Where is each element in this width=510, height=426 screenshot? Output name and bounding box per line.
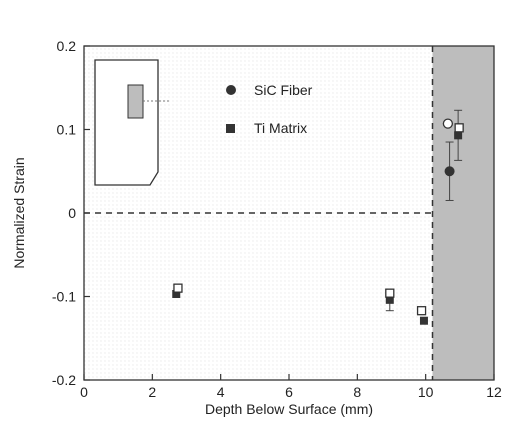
point-open-square xyxy=(454,123,464,133)
point-open-circle xyxy=(442,118,454,129)
y-tick-label: 0.1 xyxy=(57,122,77,138)
legend-label-sic-fiber: SiC Fiber xyxy=(254,82,313,98)
point-circle xyxy=(444,166,455,177)
axis-ticks: 0 2 4 6 8 10 12 -0.2 -0.1 0 0.1 0.2 xyxy=(52,38,502,400)
legend-marker-ti-matrix xyxy=(226,124,235,133)
point-square xyxy=(385,295,394,304)
y-tick-label: 0.2 xyxy=(57,38,77,54)
x-tick-label: 10 xyxy=(418,384,434,400)
point-open-square xyxy=(173,283,183,293)
x-tick-label: 12 xyxy=(486,384,502,400)
x-tick-label: 4 xyxy=(217,384,225,400)
point-open-square xyxy=(416,306,427,316)
y-tick-label: -0.1 xyxy=(52,289,76,305)
legend-marker-sic-fiber xyxy=(226,85,236,95)
y-tick-label: -0.2 xyxy=(52,372,76,388)
legend-label-ti-matrix: Ti Matrix xyxy=(254,120,307,136)
specimen-cross-section-icon xyxy=(94,59,170,186)
y-tick-label: 0 xyxy=(68,205,76,221)
x-axis-label: Depth Below Surface (mm) xyxy=(205,401,373,417)
x-tick-label: 6 xyxy=(285,384,293,400)
shaded-region xyxy=(432,46,494,380)
point-square xyxy=(454,131,463,140)
x-tick-label: 2 xyxy=(148,384,156,400)
legend: SiC Fiber Ti Matrix xyxy=(226,82,313,136)
x-tick-label: 0 xyxy=(80,384,88,400)
y-axis-label: Normalized Strain xyxy=(11,157,27,268)
point-square xyxy=(419,316,428,325)
x-tick-label: 8 xyxy=(353,384,361,400)
point-square xyxy=(172,289,181,298)
data-points xyxy=(172,109,464,325)
point-open-square xyxy=(385,288,395,298)
